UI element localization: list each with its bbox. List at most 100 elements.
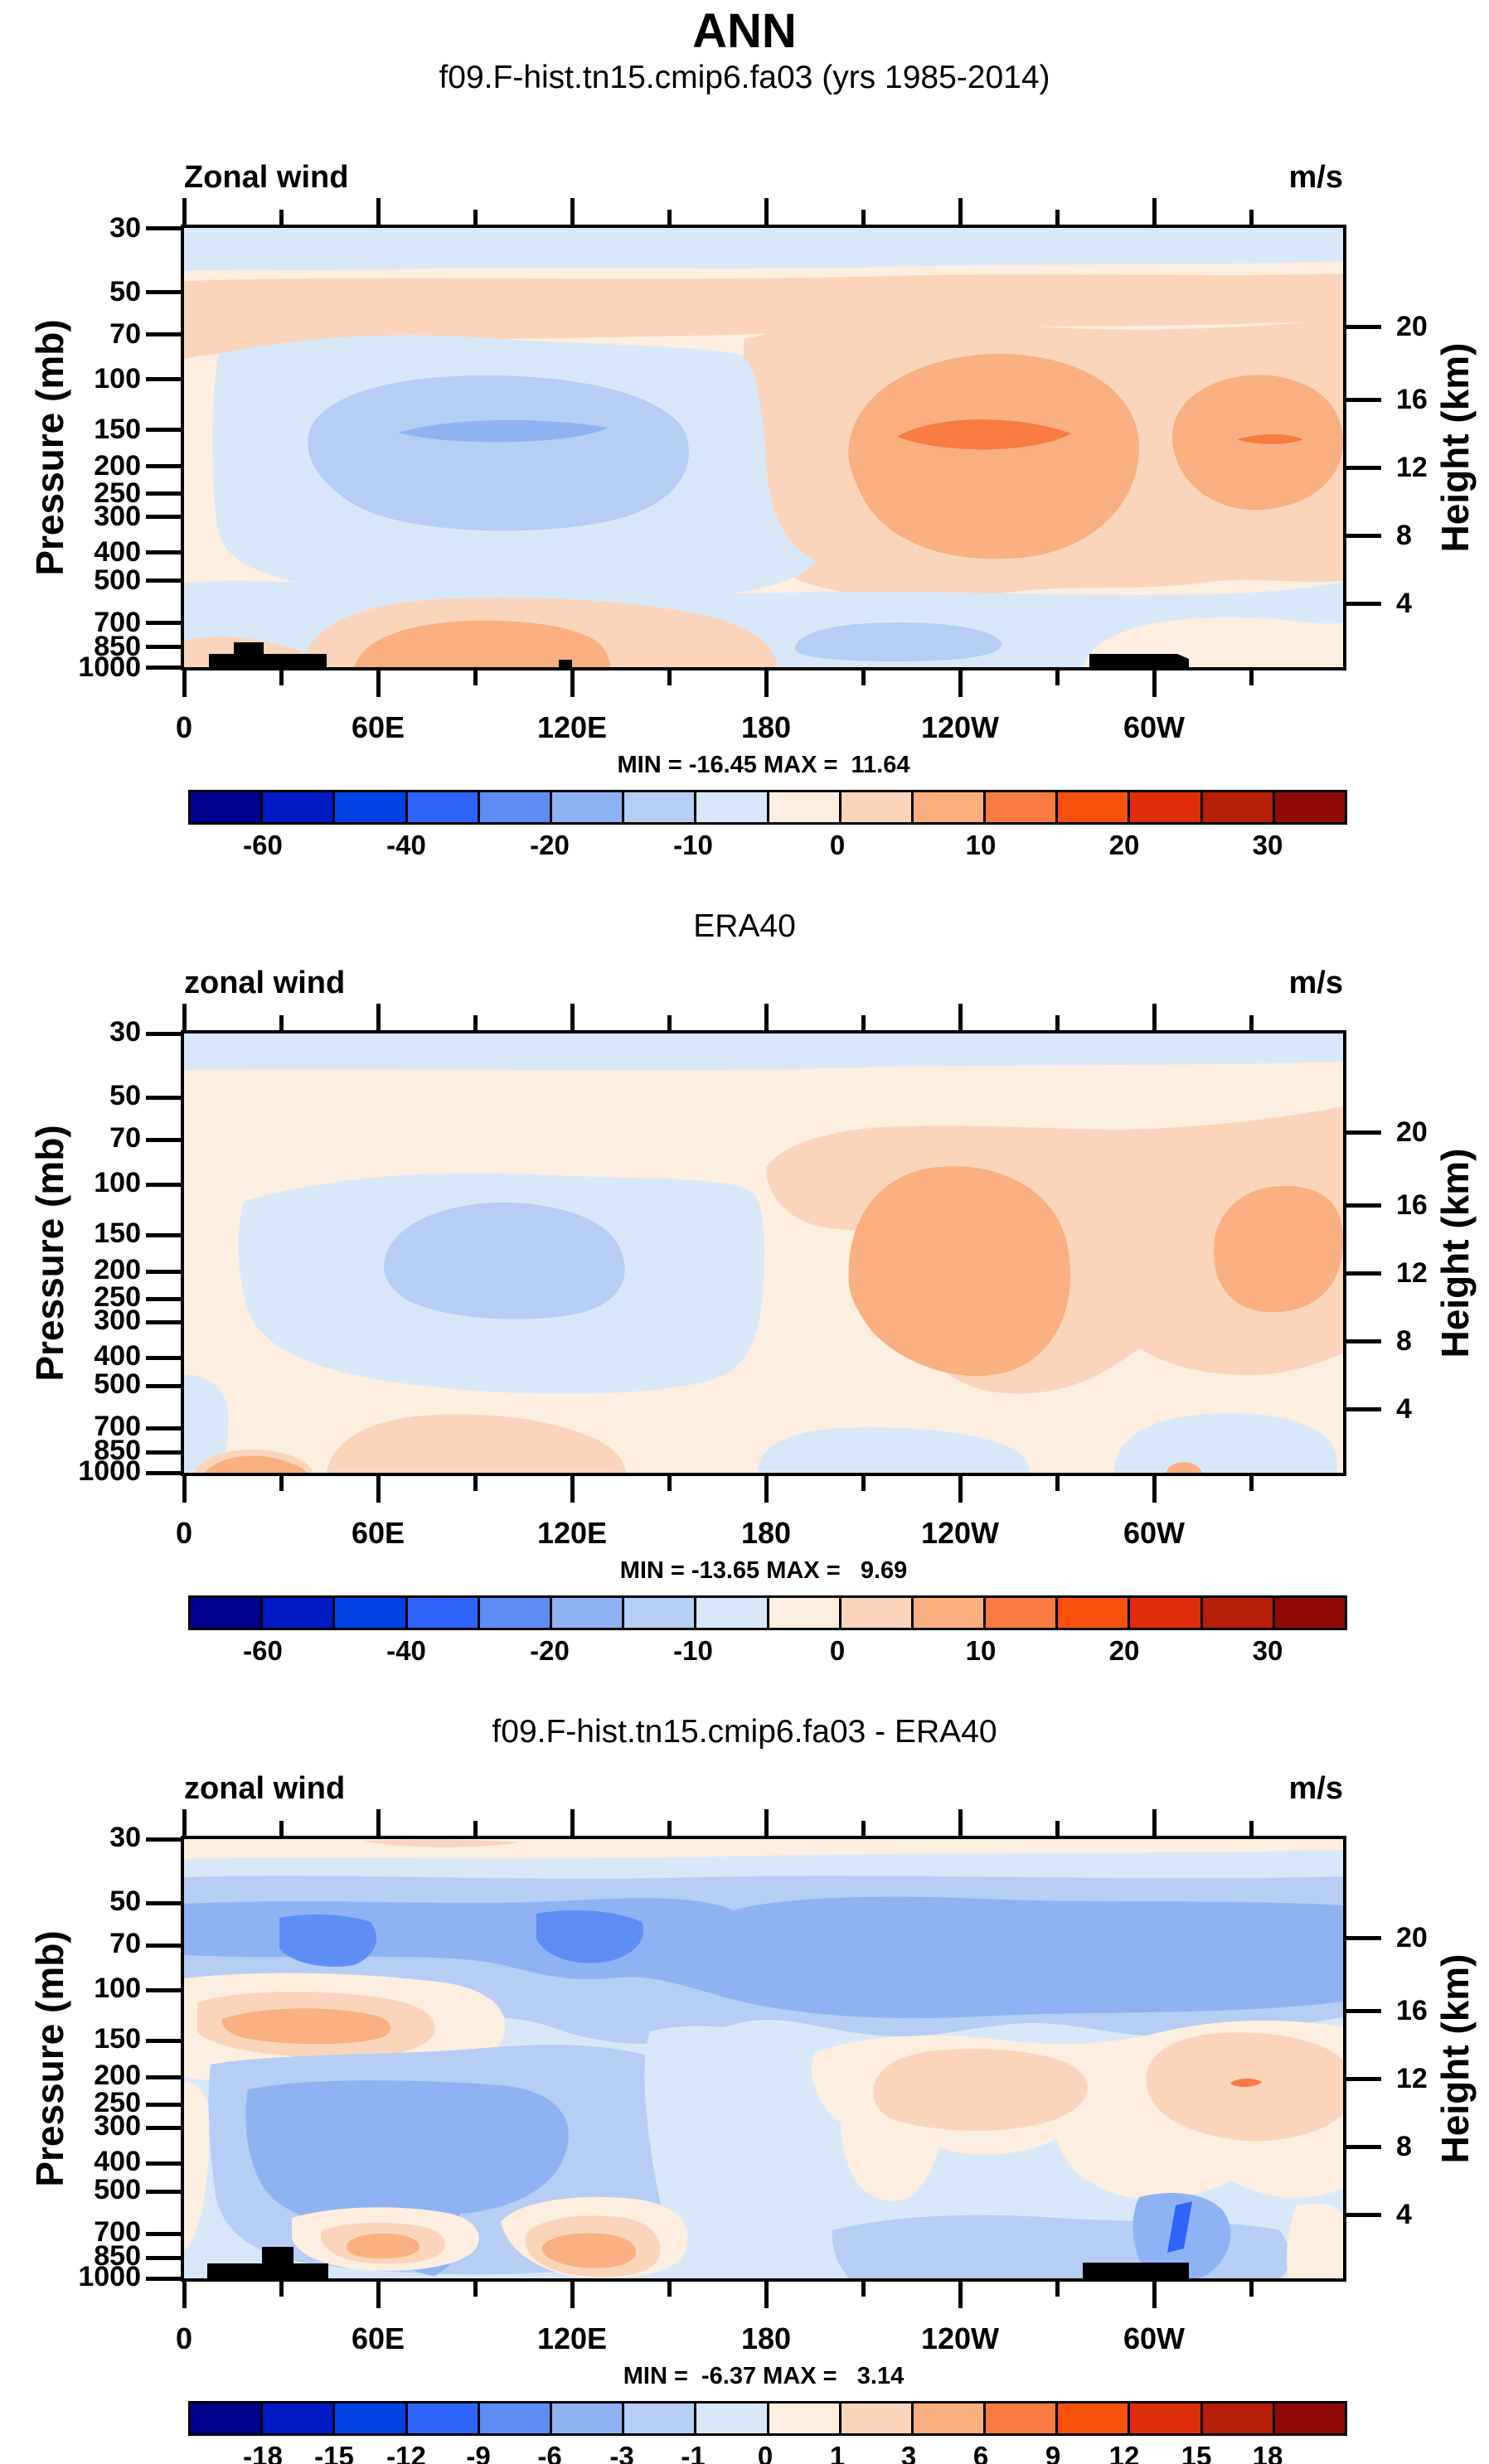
lon-minor-tick [1055, 1015, 1060, 1030]
pressure-tick [146, 2161, 184, 2166]
colorbar-label: -3 [609, 2441, 634, 2464]
pressure-tick [146, 491, 184, 496]
lon-minor-tick [667, 210, 672, 225]
colorbar-segment [335, 1598, 408, 1628]
colorbar-segment [1274, 1598, 1345, 1628]
colorbar-segment [1130, 2403, 1203, 2433]
height-tick-label: 8 [1396, 2131, 1412, 2162]
pressure-tick [146, 428, 184, 432]
height-tick-label: 12 [1396, 452, 1428, 483]
lon-tick [958, 670, 963, 697]
panel3-units-label: m/s [1288, 1771, 1343, 1806]
lon-minor-tick [1055, 1821, 1060, 1836]
lon-tick-label: 120E [536, 2321, 608, 2355]
lon-tick [570, 198, 575, 225]
lon-tick [958, 1476, 963, 1503]
height-tick-label: 20 [1396, 1116, 1428, 1148]
lon-minor-tick [861, 2282, 866, 2297]
colorbar-label: -20 [530, 1635, 570, 1666]
height-tick [1343, 466, 1381, 470]
height-tick [1343, 534, 1381, 538]
lon-tick [1152, 2282, 1157, 2308]
colorbar-label: 6 [972, 2441, 989, 2464]
lon-tick-label: 120W [920, 2321, 1000, 2355]
colorbar-label: 20 [1108, 1635, 1140, 1666]
contour-region [536, 1910, 644, 1963]
colorbar-label: 10 [965, 830, 997, 860]
contour-region [347, 2234, 420, 2258]
colorbar-segment [1202, 1598, 1275, 1628]
lon-minor-tick [861, 1821, 866, 1836]
colorbar-segment [191, 1598, 264, 1628]
lon-tick-label: 60W [1123, 1516, 1186, 1550]
colorbar-label: -60 [243, 830, 283, 860]
pressure-tick [146, 1096, 184, 1100]
lon-tick [764, 670, 769, 697]
lon-minor-tick [1249, 1821, 1254, 1836]
lon-tick-label: 60E [351, 2321, 405, 2355]
lon-tick [1152, 198, 1157, 225]
contour-region [362, 1839, 520, 1847]
contour-region [1113, 1412, 1338, 1473]
lon-minor-tick [861, 670, 866, 685]
lon-minor-tick [473, 2282, 478, 2297]
pressure-tick [146, 2277, 184, 2281]
contour-region [279, 1914, 377, 1967]
pressure-tick-label: 500 [94, 564, 141, 596]
panel1-field-label: Zonal wind [184, 160, 349, 195]
pressure-tick [146, 2256, 184, 2260]
panel2-plot [181, 1030, 1346, 1476]
colorbar-label: -40 [386, 1635, 426, 1666]
lon-tick [182, 1004, 187, 1030]
pressure-tick-label: 850 [94, 2240, 141, 2272]
contour-region [354, 620, 610, 667]
colorbar-segment [986, 792, 1059, 822]
lon-tick [764, 1476, 769, 1503]
contour-region [873, 2049, 1088, 2131]
lon-minor-tick [1055, 2282, 1060, 2297]
lon-minor-tick [279, 2282, 284, 2297]
panel1-colorbar [188, 790, 1347, 825]
lon-minor-tick [1249, 1476, 1254, 1491]
colorbar-label: 0 [757, 2441, 774, 2464]
figure-title: ANN [692, 4, 797, 58]
lon-tick-label: 120E [536, 1516, 608, 1550]
lon-minor-tick [279, 1015, 284, 1030]
contour-region [541, 2233, 637, 2268]
lon-tick [376, 1809, 381, 1836]
colorbar-segment [986, 2403, 1059, 2433]
panel2-field-label: zonal wind [184, 966, 346, 1000]
pressure-tick-label: 700 [94, 607, 141, 638]
pressure-tick-label: 50 [109, 1886, 141, 1917]
contour-region [221, 2008, 391, 2045]
lon-minor-tick [667, 670, 672, 685]
lon-tick [764, 2282, 769, 2308]
panel2-title: ERA40 [693, 908, 796, 944]
pressure-tick [146, 1138, 184, 1142]
panel1-units-label: m/s [1288, 160, 1343, 195]
pressure-tick-label: 250 [94, 2087, 141, 2118]
pressure-tick [146, 1032, 184, 1036]
colorbar-segment [1202, 792, 1275, 822]
lon-minor-tick [473, 670, 478, 685]
panel3-minmax: MIN = -6.37 MAX = 3.14 [623, 2363, 905, 2389]
height-tick-label: 16 [1396, 1995, 1428, 2026]
colorbar-segment [769, 792, 842, 822]
lon-minor-tick [1249, 2282, 1254, 2297]
colorbar-segment [551, 792, 625, 822]
pressure-tick [146, 1944, 184, 1948]
height-tick [1343, 325, 1381, 329]
colorbar-label: 0 [829, 1635, 846, 1666]
contour-region [794, 622, 1002, 661]
lon-tick [182, 1809, 187, 1836]
colorbar-segment [479, 792, 552, 822]
colorbar-label: 30 [1252, 830, 1283, 860]
lon-tick [182, 198, 187, 225]
lon-tick-label: 180 [740, 1516, 792, 1550]
pressure-tick [146, 2232, 184, 2236]
colorbar-label: 0 [829, 830, 846, 860]
colorbar-label: 10 [965, 1635, 997, 1666]
pressure-tick-label: 200 [94, 450, 141, 482]
colorbar-segment [1274, 2403, 1345, 2433]
